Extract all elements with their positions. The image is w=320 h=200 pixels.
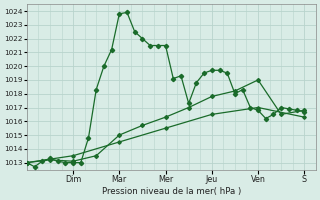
X-axis label: Pression niveau de la mer( hPa ): Pression niveau de la mer( hPa ) <box>102 187 241 196</box>
